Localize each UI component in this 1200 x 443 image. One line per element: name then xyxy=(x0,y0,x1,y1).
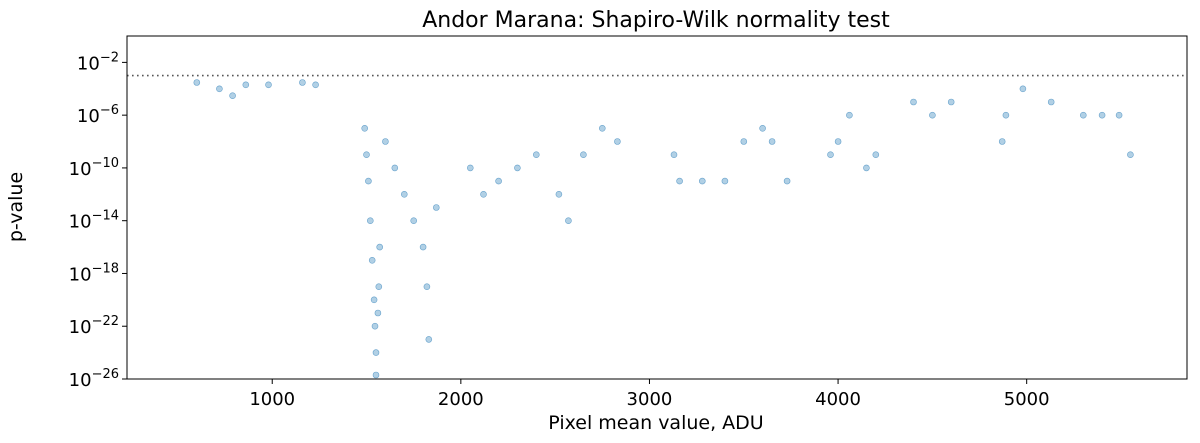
data-point xyxy=(759,125,766,132)
data-point xyxy=(872,151,880,158)
y-axis-title: p-value xyxy=(5,172,27,242)
data-point xyxy=(400,191,408,198)
data-point xyxy=(372,371,380,379)
data-point xyxy=(423,283,431,291)
y-tick-label: 10−26 xyxy=(69,367,119,391)
data-point xyxy=(312,81,319,89)
data-point xyxy=(466,164,474,172)
data-point xyxy=(721,177,729,185)
data-point xyxy=(229,92,236,99)
data-point xyxy=(555,191,563,198)
data-point xyxy=(371,322,379,330)
data-point xyxy=(361,125,369,132)
data-point xyxy=(1115,111,1123,119)
data-point xyxy=(193,79,201,86)
data-point xyxy=(242,81,250,89)
y-tick-label: 10−6 xyxy=(77,103,119,127)
data-point xyxy=(1098,111,1106,119)
data-point xyxy=(947,98,955,106)
data-point xyxy=(376,243,384,251)
data-point xyxy=(998,138,1006,145)
data-point xyxy=(299,79,306,86)
plot-frame xyxy=(126,35,1188,380)
x-tick-label: 5000 xyxy=(1004,389,1050,410)
data-point xyxy=(368,256,376,264)
x-axis-title: Pixel mean value, ADU xyxy=(548,412,763,434)
data-point xyxy=(768,138,776,145)
x-tick-label: 4000 xyxy=(815,389,861,410)
data-point xyxy=(365,177,372,185)
data-point xyxy=(614,138,621,145)
data-point xyxy=(834,138,842,145)
data-point xyxy=(1002,111,1010,119)
data-point xyxy=(740,138,748,145)
data-point xyxy=(670,151,678,158)
data-point xyxy=(598,125,606,132)
data-point xyxy=(676,177,683,185)
data-point xyxy=(216,85,223,93)
data-point xyxy=(382,138,389,145)
data-point xyxy=(910,98,917,106)
data-point xyxy=(366,217,374,224)
data-point xyxy=(565,217,572,224)
y-tick-label: 10−2 xyxy=(77,50,119,74)
data-point xyxy=(410,217,418,224)
data-point xyxy=(432,204,440,211)
data-point xyxy=(372,349,380,356)
data-point xyxy=(827,151,834,158)
x-tick-label: 1000 xyxy=(249,389,295,410)
data-point xyxy=(580,151,587,158)
data-point xyxy=(929,111,936,119)
data-point xyxy=(374,309,382,317)
data-point xyxy=(363,151,370,158)
data-point xyxy=(846,111,853,119)
x-tick-label: 3000 xyxy=(627,389,673,410)
data-point xyxy=(783,177,791,185)
data-point xyxy=(1080,111,1087,119)
data-point xyxy=(532,151,540,158)
y-tick-label: 10−18 xyxy=(69,261,119,285)
x-tick-label: 2000 xyxy=(438,389,484,410)
data-point xyxy=(375,283,383,291)
data-point xyxy=(1047,98,1055,106)
data-point xyxy=(480,191,487,198)
data-point xyxy=(1127,151,1134,158)
data-point xyxy=(1019,85,1027,93)
y-tick-label: 10−14 xyxy=(69,209,119,233)
y-tick-label: 10−22 xyxy=(69,314,119,338)
data-point xyxy=(370,296,378,304)
data-point xyxy=(514,164,521,172)
data-point xyxy=(419,243,427,251)
data-point xyxy=(391,164,399,172)
data-point xyxy=(698,177,706,185)
data-point xyxy=(265,81,272,89)
data-point xyxy=(425,336,433,343)
chart-title: Andor Marana: Shapiro-Wilk normality tes… xyxy=(422,8,890,33)
data-point xyxy=(863,164,870,172)
data-point xyxy=(495,177,502,185)
y-tick-label: 10−10 xyxy=(69,156,119,180)
